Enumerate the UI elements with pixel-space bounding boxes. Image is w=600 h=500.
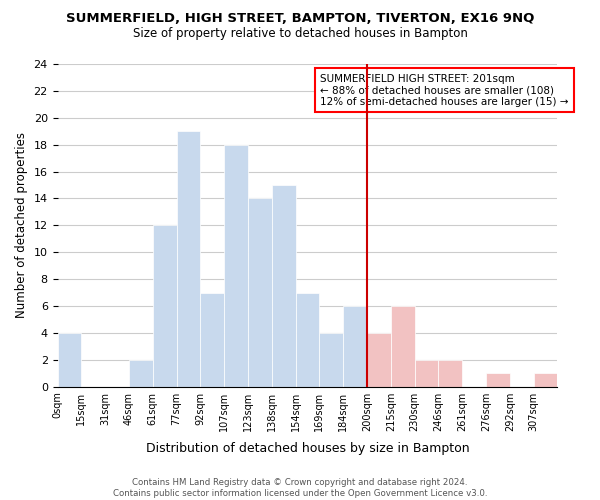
Bar — [391, 306, 415, 386]
Text: SUMMERFIELD, HIGH STREET, BAMPTON, TIVERTON, EX16 9NQ: SUMMERFIELD, HIGH STREET, BAMPTON, TIVER… — [66, 12, 534, 26]
Bar — [200, 292, 224, 386]
Bar — [439, 360, 462, 386]
Bar — [272, 185, 296, 386]
Bar — [224, 144, 248, 386]
Bar — [248, 198, 272, 386]
Bar — [415, 360, 439, 386]
Y-axis label: Number of detached properties: Number of detached properties — [15, 132, 28, 318]
X-axis label: Distribution of detached houses by size in Bampton: Distribution of detached houses by size … — [146, 442, 469, 455]
Bar — [343, 306, 367, 386]
Bar — [58, 333, 82, 386]
Bar — [129, 360, 153, 386]
Text: Contains HM Land Registry data © Crown copyright and database right 2024.
Contai: Contains HM Land Registry data © Crown c… — [113, 478, 487, 498]
Bar — [367, 333, 391, 386]
Text: SUMMERFIELD HIGH STREET: 201sqm
← 88% of detached houses are smaller (108)
12% o: SUMMERFIELD HIGH STREET: 201sqm ← 88% of… — [320, 74, 568, 107]
Bar — [486, 373, 510, 386]
Bar — [533, 373, 557, 386]
Text: Size of property relative to detached houses in Bampton: Size of property relative to detached ho… — [133, 28, 467, 40]
Bar — [176, 131, 200, 386]
Bar — [296, 292, 319, 386]
Bar — [319, 333, 343, 386]
Bar — [153, 226, 176, 386]
